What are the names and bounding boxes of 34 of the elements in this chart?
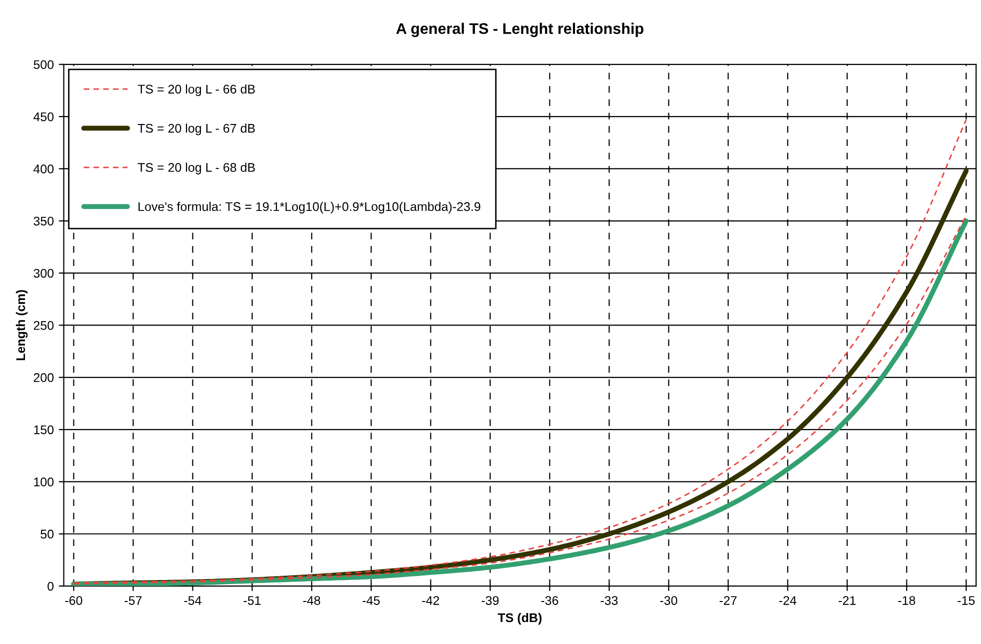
x-tick-label: -30 — [660, 596, 678, 605]
x-tick-label: -18 — [898, 596, 916, 605]
y-axis-title: Length (cm) — [16, 290, 28, 360]
x-tick-label: -36 — [541, 596, 558, 605]
y-tick-label: 200 — [34, 373, 54, 382]
x-tick-label: -45 — [362, 596, 380, 605]
y-tick-label: 250 — [34, 321, 54, 330]
x-tick-label: -15 — [958, 596, 975, 605]
x-tick-label: -57 — [124, 596, 142, 605]
x-tick-label: -39 — [482, 596, 499, 605]
x-tick-label: -54 — [184, 596, 202, 605]
legend-label: TS = 20 log L - 68 dB — [138, 162, 255, 174]
x-axis-title: TS (dB) — [498, 612, 542, 625]
legend-label: Love's formula: TS = 19.1*Log10(L)+0.9*Log10(Lambda)-23.9 — [138, 202, 480, 214]
y-tick-label: 100 — [34, 478, 54, 486]
y-tick-label: 150 — [34, 425, 54, 434]
y-tick-label: 400 — [33, 164, 54, 174]
legend-label: TS = 20 log L - 66 dB — [138, 84, 255, 96]
y-tick-label: 450 — [33, 112, 54, 122]
x-tick-label: -24 — [779, 596, 796, 605]
x-tick-label: -27 — [720, 596, 737, 605]
y-tick-label: 500 — [34, 60, 54, 70]
chart-title: A general TS - Lenght relationship — [396, 22, 644, 38]
x-tick-label: -21 — [838, 596, 856, 605]
y-tick-label: 350 — [34, 216, 54, 226]
x-tick-label: -51 — [244, 596, 261, 605]
y-tick-label: 50 — [40, 530, 54, 539]
legend-label: TS = 20 log L - 67 dB — [138, 124, 255, 136]
y-tick-label: 300 — [34, 268, 54, 278]
x-tick-label: -33 — [600, 596, 618, 605]
x-tick-label: -42 — [422, 596, 440, 605]
x-tick-label: -48 — [303, 596, 320, 605]
x-tick-label: -60 — [65, 596, 82, 605]
y-tick-label: 0 — [48, 582, 54, 591]
